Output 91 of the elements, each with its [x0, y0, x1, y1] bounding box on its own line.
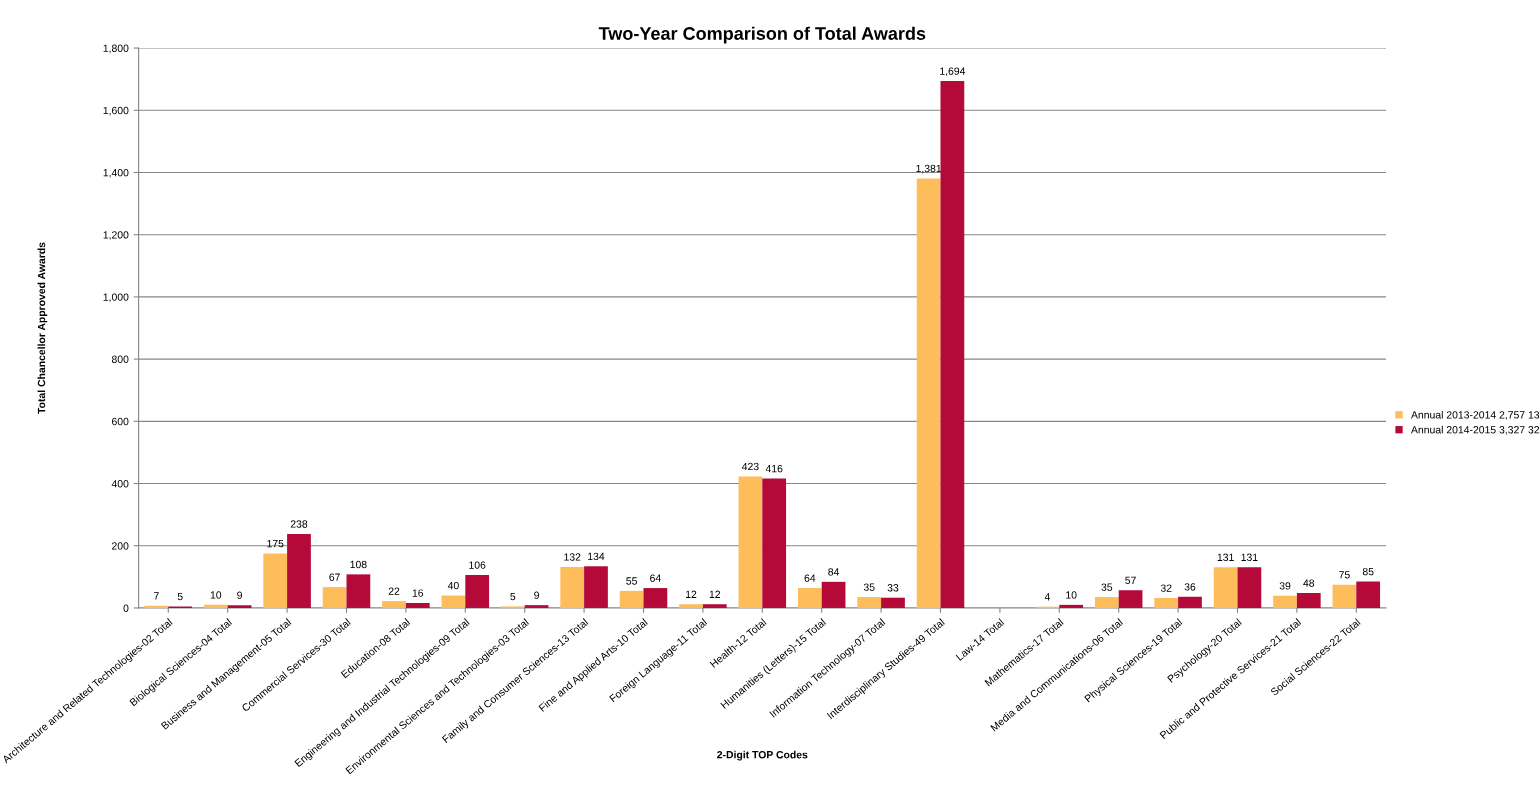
data-label: 12 [686, 590, 697, 598]
data-label: 10 [1066, 591, 1077, 599]
data-label: 35 [863, 583, 875, 591]
data-label: 64 [804, 574, 816, 582]
bar [465, 574, 490, 608]
data-label: 416 [765, 464, 783, 473]
y-tick-label: 1,600 [103, 106, 129, 116]
bar [1237, 567, 1262, 608]
data-label: 5 [510, 592, 516, 601]
bar [738, 476, 763, 608]
bar [227, 605, 252, 608]
bar [1332, 584, 1357, 608]
data-label: 423 [741, 462, 759, 471]
bar [382, 601, 406, 608]
bar [346, 574, 371, 608]
data-label: 5 [177, 592, 183, 601]
y-axis-title: Total Chancellor Approved Awards [37, 242, 48, 414]
bar [881, 597, 905, 608]
y-tick-label: 600 [112, 417, 129, 426]
bar [1094, 597, 1119, 608]
y-tick-label: 1,800 [103, 44, 129, 54]
data-label: 75 [1339, 571, 1350, 579]
bar [702, 604, 727, 608]
bar [1154, 598, 1179, 608]
data-label: 48 [1303, 579, 1315, 587]
data-label: 16 [412, 589, 424, 597]
bar [584, 566, 608, 608]
y-tick-label: 400 [111, 480, 129, 488]
data-label: 238 [290, 520, 308, 528]
data-label: 33 [887, 584, 899, 592]
data-label: 39 [1279, 582, 1291, 590]
bar [1118, 590, 1143, 608]
data-label: 131 [1241, 553, 1258, 561]
data-label: 134 [588, 552, 605, 561]
bar [203, 604, 228, 608]
data-label: 106 [469, 561, 486, 569]
bar [1059, 604, 1084, 608]
data-label: 35 [1101, 583, 1113, 591]
bar [797, 588, 822, 608]
y-tick-label: 1,200 [103, 231, 129, 240]
bar [857, 597, 882, 608]
data-label: 7 [154, 592, 159, 600]
bar [916, 178, 941, 608]
bar [524, 605, 549, 608]
bar [762, 478, 787, 608]
bar [1178, 596, 1202, 608]
y-tick-label: 0 [123, 604, 129, 612]
bar [643, 588, 668, 608]
bar [679, 604, 703, 608]
data-label: 10 [210, 591, 222, 599]
bar [1273, 595, 1297, 608]
bar [287, 533, 311, 608]
bar [560, 566, 585, 608]
chart-title: Two-Year Comparison of Total Awards [598, 26, 926, 44]
data-label: 57 [1125, 576, 1136, 584]
bar [1213, 567, 1238, 608]
legend-label: Annual 2013-2014 2,757 13 [1411, 410, 1540, 420]
bar [1356, 581, 1381, 608]
data-label: 9 [237, 591, 242, 599]
data-label: 12 [709, 590, 721, 598]
bar [263, 553, 288, 608]
data-label: 1,381 [916, 164, 942, 174]
data-label: 36 [1184, 583, 1196, 591]
y-tick-label: 800 [111, 355, 129, 363]
data-label: 175 [267, 540, 284, 548]
bar [619, 590, 644, 608]
data-label: 32 [1160, 584, 1172, 592]
data-label: 108 [350, 560, 367, 569]
data-label: 55 [626, 577, 637, 585]
data-label: 84 [828, 568, 840, 576]
bar [940, 81, 965, 608]
data-label: 40 [447, 581, 459, 590]
bar [322, 587, 347, 608]
data-label: 1,694 [940, 67, 966, 77]
data-label: 132 [564, 553, 581, 561]
data-label: 85 [1362, 567, 1374, 576]
data-label: 67 [329, 573, 340, 581]
data-label: 131 [1217, 553, 1234, 561]
y-tick-label: 200 [112, 542, 129, 550]
bar [1296, 593, 1321, 608]
x-axis-title: 2-Digit TOP Codes [717, 750, 808, 761]
data-label: 9 [534, 591, 539, 599]
data-label: 22 [388, 587, 400, 595]
bar [405, 602, 430, 608]
bar [821, 581, 846, 608]
legend-label: Annual 2014-2015 3,327 32 [1411, 425, 1540, 435]
data-label: 64 [650, 574, 661, 582]
y-tick-label: 1,000 [103, 293, 129, 303]
y-tick-label: 1,400 [103, 168, 129, 178]
data-label: 4 [1044, 593, 1051, 601]
bar [441, 595, 466, 608]
